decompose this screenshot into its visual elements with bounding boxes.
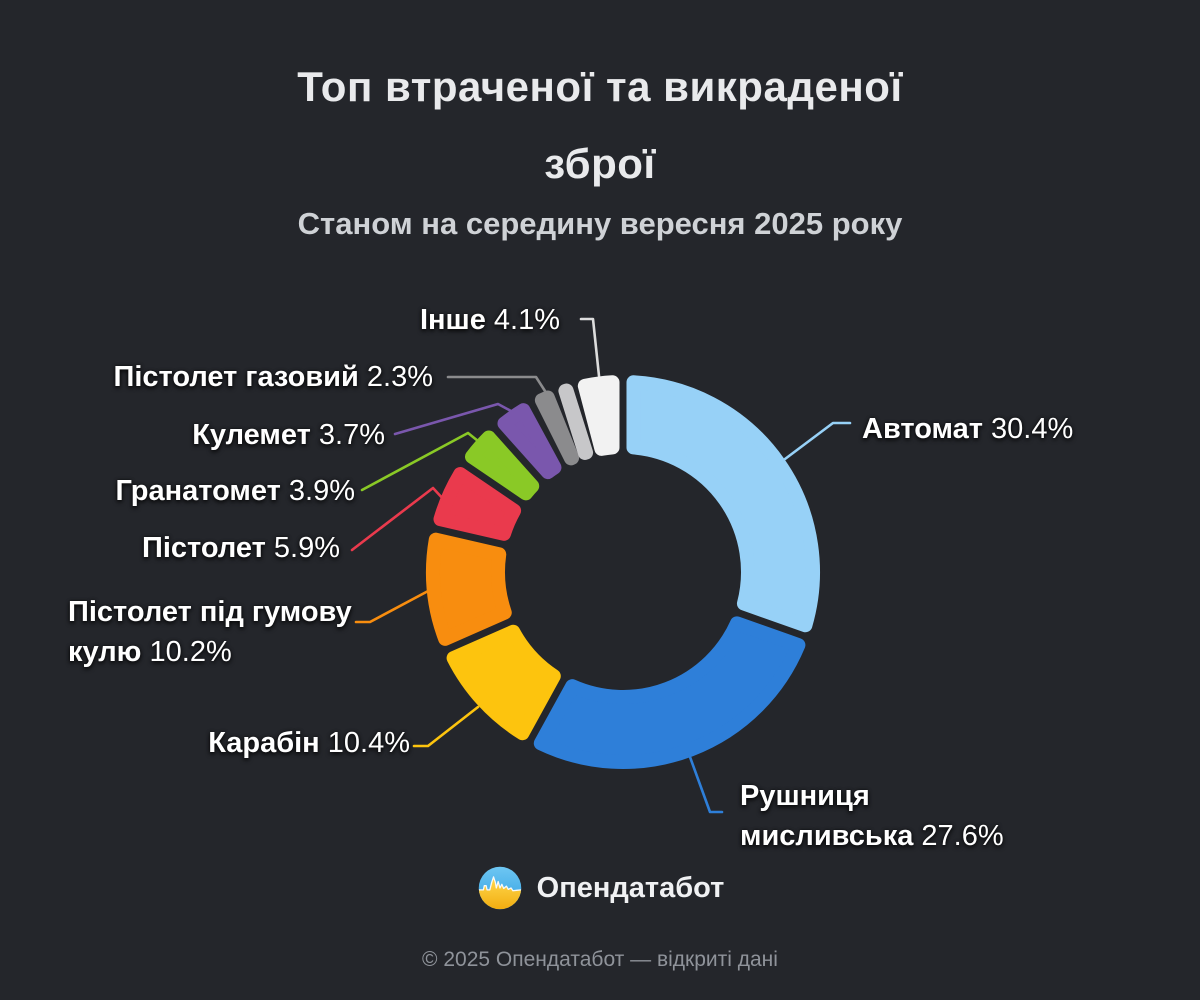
donut-segment-Пістолет: [433, 467, 522, 541]
segment-label-value: 5.9%: [273, 532, 340, 564]
segment-label-Пістолет під гумову кулю: Пістолет під гумову кулю 10.2%: [68, 592, 352, 672]
leader-line-Інше: [579, 317, 601, 378]
donut-segment-Інше: [577, 375, 620, 456]
leader-line-Кулемет: [393, 402, 513, 436]
segment-label-text: Рушниця: [740, 780, 870, 812]
segment-label-value: 3.9%: [288, 475, 355, 507]
segment-label-text: Пістолет газовий: [113, 361, 367, 393]
segment-label-text: Пістолет під гумову: [68, 596, 352, 628]
segment-label-Пістолет газовий: Пістолет газовий 2.3%: [113, 357, 433, 397]
leader-line-Автомат: [783, 421, 852, 461]
segment-label-value: 27.6%: [921, 820, 1004, 852]
segment-label-text: Пістолет: [142, 532, 274, 564]
segment-label-text: кулю: [68, 636, 150, 668]
page-title: Топ втраченої та викраденої зброї: [0, 48, 1200, 202]
leader-line-Гранатомет: [360, 431, 480, 492]
segment-label-value: 30.4%: [991, 413, 1074, 445]
donut-segment-Пістолет під гумову кулю: [426, 532, 512, 646]
segment-label-text: Автомат: [862, 413, 991, 445]
leader-line-Карабін: [412, 705, 480, 748]
segment-label-text: Карабін: [208, 727, 328, 759]
title-line-2: зброї: [544, 140, 656, 187]
segment-label-value: 10.2%: [149, 636, 232, 668]
leader-line-Рушниця мисливська: [688, 755, 724, 814]
segment-label-Карабін: Карабін 10.4%: [208, 723, 410, 763]
segment-label-text: Гранатомет: [115, 475, 289, 507]
leader-line-Пістолет газовий: [446, 375, 547, 393]
leader-line-Пістолет під гумову кулю: [354, 588, 432, 624]
segment-label-text: мисливська: [740, 820, 922, 852]
segment-label-value: 3.7%: [318, 419, 385, 451]
segment-label-text: Інше: [419, 304, 494, 336]
segment-label-Автомат: Автомат 30.4%: [862, 409, 1073, 449]
donut-segment-Пістолет газовий: [534, 390, 580, 466]
brand-name: Опендатабот: [536, 871, 725, 904]
donut-segment-Рушниця мисливська: [533, 616, 806, 769]
segment-label-Інше: Інше 4.1%: [420, 300, 560, 340]
brand-row: Опендатабот: [0, 864, 1200, 912]
segment-label-text: Кулемет: [192, 419, 319, 451]
segment-label-value: 4.1%: [493, 304, 560, 336]
segment-label-Пістолет: Пістолет 5.9%: [142, 528, 340, 568]
donut-segment-Кулемет: [497, 403, 562, 480]
segment-label-Рушниця мисливська: Рушниця мисливська 27.6%: [740, 776, 1004, 856]
footer-copyright: © 2025 Опендатабот — відкриті дані: [422, 948, 778, 971]
segment-label-Гранатомет: Гранатомет 3.9%: [115, 471, 355, 511]
donut-segment-other-8: [558, 383, 594, 460]
donut-segment-Карабін: [446, 624, 561, 741]
segment-label-value: 10.4%: [327, 727, 410, 759]
title-line-1: Топ втраченої та викраденої: [297, 63, 903, 110]
segment-label-Кулемет: Кулемет 3.7%: [192, 415, 385, 455]
donut-segment-Гранатомет: [464, 430, 540, 501]
donut-segment-Автомат: [626, 375, 820, 633]
page-subtitle: Станом на середину вересня 2025 року: [297, 206, 903, 241]
opendatabot-logo-icon: [478, 866, 521, 910]
segment-label-value: 2.3%: [366, 361, 433, 393]
